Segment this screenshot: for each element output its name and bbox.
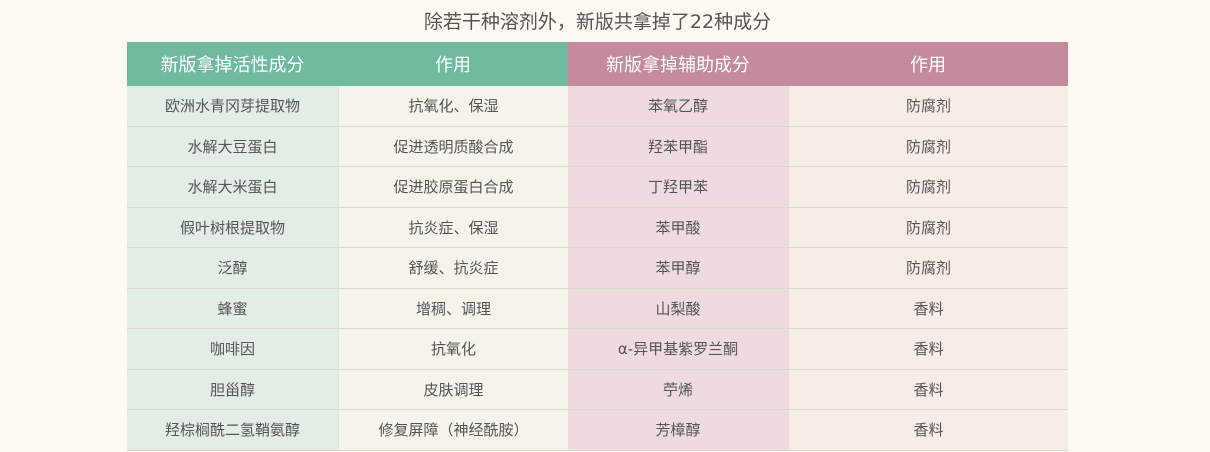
auxiliary-function-cell: 防腐剂: [788, 126, 1068, 166]
active-ingredient-cell: 水解大米蛋白: [127, 167, 338, 207]
table-row: 水解大豆蛋白 促进透明质酸合成 羟苯甲酯 防腐剂: [127, 126, 1068, 167]
table-row: 假叶树根提取物 抗炎症、保湿 苯甲酸 防腐剂: [127, 207, 1068, 248]
table-row: 水解大米蛋白 促进胶原蛋白合成 丁羟甲苯 防腐剂: [127, 167, 1068, 208]
auxiliary-ingredient-cell: 芳樟醇: [568, 410, 788, 450]
table-row: 咖啡因 抗氧化 α-异甲基紫罗兰酮 香料: [127, 329, 1068, 370]
active-ingredient-cell: 咖啡因: [127, 329, 338, 369]
header-active-ingredient: 新版拿掉活性成分: [127, 42, 338, 86]
active-ingredient-cell: 欧洲水青冈芽提取物: [127, 86, 338, 126]
auxiliary-ingredient-cell: 苯甲醇: [568, 248, 788, 288]
header-auxiliary-ingredient: 新版拿掉辅助成分: [568, 42, 788, 86]
active-function-cell: 促进胶原蛋白合成: [338, 167, 568, 207]
active-function-cell: 修复屏障（神经酰胺）: [338, 410, 568, 450]
active-function-cell: 抗氧化: [338, 329, 568, 369]
page-title: 除若干种溶剂外，新版共拿掉了22种成分: [423, 11, 772, 33]
auxiliary-function-cell: 防腐剂: [788, 248, 1068, 288]
table-row: 羟棕榈酰二氢鞘氨醇 修复屏障（神经酰胺） 芳樟醇 香料: [127, 410, 1068, 451]
active-function-cell: 增稠、调理: [338, 288, 568, 328]
active-ingredient-cell: 羟棕榈酰二氢鞘氨醇: [127, 410, 338, 450]
auxiliary-ingredient-cell: 苧烯: [568, 369, 788, 409]
ingredients-table: 新版拿掉活性成分 作用 新版拿掉辅助成分 作用 欧洲水青冈芽提取物 抗氧化、保湿苯…: [127, 42, 1068, 451]
table-body: 欧洲水青冈芽提取物 抗氧化、保湿 苯氧乙醇 防腐剂 水解大豆蛋白 促进透明质酸合成 羟苯甲酯…: [127, 86, 1068, 451]
table-row: 欧洲水青冈芽提取物 抗氧化、保湿 苯氧乙醇 防腐剂: [127, 86, 1068, 127]
auxiliary-function-cell: 防腐剂: [788, 207, 1068, 247]
header-auxiliary-function: 作用: [788, 42, 1068, 86]
active-function-cell: 抗炎症、保湿: [338, 207, 568, 247]
auxiliary-function-cell: 香料: [788, 288, 1068, 328]
auxiliary-ingredient-cell: 丁羟甲苯: [568, 167, 788, 207]
table-header: 新版拿掉活性成分 作用 新版拿掉辅助成分 作用: [127, 42, 1068, 86]
auxiliary-ingredient-cell: 山梨酸: [568, 288, 788, 328]
active-function-cell: 舒缓、抗炎症: [338, 248, 568, 288]
header-active-function: 作用: [338, 42, 568, 86]
table-row: 泛醇 舒缓、抗炎症 苯甲醇 防腐剂: [127, 248, 1068, 289]
table-row: 蜂蜜 增稠、调理 山梨酸 香料: [127, 288, 1068, 329]
auxiliary-ingredient-cell: 苯氧乙醇: [568, 86, 788, 126]
auxiliary-function-cell: 防腐剂: [788, 86, 1068, 126]
active-function-cell: 促进透明质酸合成: [338, 126, 568, 166]
auxiliary-function-cell: 香料: [788, 329, 1068, 369]
auxiliary-function-cell: 防腐剂: [788, 167, 1068, 207]
table-row: 胆甾醇 皮肤调理 苧烯 香料: [127, 369, 1068, 410]
active-ingredient-cell: 水解大豆蛋白: [127, 126, 338, 166]
active-function-cell: 抗氧化、保湿: [338, 86, 568, 126]
active-ingredient-cell: 胆甾醇: [127, 369, 338, 409]
auxiliary-function-cell: 香料: [788, 369, 1068, 409]
active-ingredient-cell: 假叶树根提取物: [127, 207, 338, 247]
auxiliary-ingredient-cell: α-异甲基紫罗兰酮: [568, 329, 788, 369]
active-ingredient-cell: 蜂蜜: [127, 288, 338, 328]
auxiliary-ingredient-cell: 羟苯甲酯: [568, 126, 788, 166]
auxiliary-function-cell: 香料: [788, 410, 1068, 450]
active-function-cell: 皮肤调理: [338, 369, 568, 409]
auxiliary-ingredient-cell: 苯甲酸: [568, 207, 788, 247]
active-ingredient-cell: 泛醇: [127, 248, 338, 288]
